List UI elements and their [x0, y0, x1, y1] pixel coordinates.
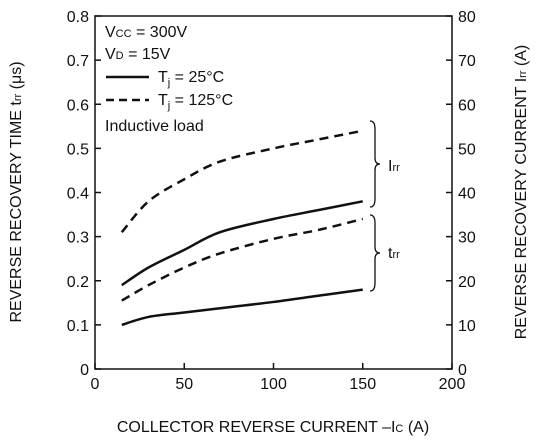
y-left-tick-label: 0: [80, 362, 89, 379]
brace-irr: [369, 120, 381, 208]
note-inductive-load: Inductive load: [105, 118, 204, 135]
condition-vd: VD = 15V: [105, 46, 171, 63]
y-right-tick-label: 10: [458, 318, 476, 335]
series-line-3-dashed: [121, 217, 364, 302]
x-axis-label: COLLECTOR REVERSE CURRENT –IC (A): [117, 419, 429, 436]
x-tick-label: 50: [175, 376, 193, 393]
brace-trr: [369, 214, 381, 292]
y-right-tick-label: 50: [458, 141, 476, 158]
y-right-tick-label: 30: [458, 230, 476, 247]
braces: [369, 120, 381, 292]
x-tick-label: 100: [260, 376, 287, 393]
ticks: 0 50 100 150 20000.10.20.30.40.50.60.70.8010…: [67, 9, 476, 393]
y-right-tick-label: 80: [458, 9, 476, 26]
y-left-tick-label: 0.8: [67, 9, 89, 26]
brace-label-irr: Irr: [388, 158, 400, 175]
series-line-0-solid: [121, 200, 363, 287]
y-left-tick-label: 0.1: [67, 318, 89, 335]
y-left-tick-label: 0.3: [67, 230, 89, 247]
x-tick-label: 0: [91, 376, 100, 393]
series-line-1-dashed: [120, 129, 363, 234]
y-right-tick-label: 20: [458, 274, 476, 291]
condition-vcc: VCC = 300V: [105, 24, 187, 41]
y-left-tick-label: 0.7: [67, 53, 89, 70]
y-axis-right-label: REVERSE RECOVERY CURRENT Irr (A): [513, 45, 530, 340]
brace-label-trr: trr: [388, 245, 400, 262]
y-right-tick-label: 40: [458, 186, 476, 203]
y-left-tick-label: 0.6: [67, 97, 89, 114]
y-right-tick-label: 60: [458, 97, 476, 114]
y-left-tick-label: 0.4: [67, 186, 89, 203]
legend-label-25c: Tj = 25°C: [158, 69, 224, 89]
y-left-tick-label: 0.5: [67, 141, 89, 158]
series-lines: [120, 129, 364, 327]
y-right-tick-label: 0: [458, 362, 467, 379]
y-left-tick-label: 0.2: [67, 274, 89, 291]
legend-label-125c: Tj = 125°C: [158, 92, 233, 112]
x-tick-label: 200: [439, 376, 466, 393]
x-tick-label: 150: [349, 376, 376, 393]
y-right-tick-label: 70: [458, 53, 476, 70]
series-line-2-solid: [121, 288, 363, 327]
y-axis-left-label: REVERSE RECOVERY TIME trr (μs): [8, 61, 25, 322]
